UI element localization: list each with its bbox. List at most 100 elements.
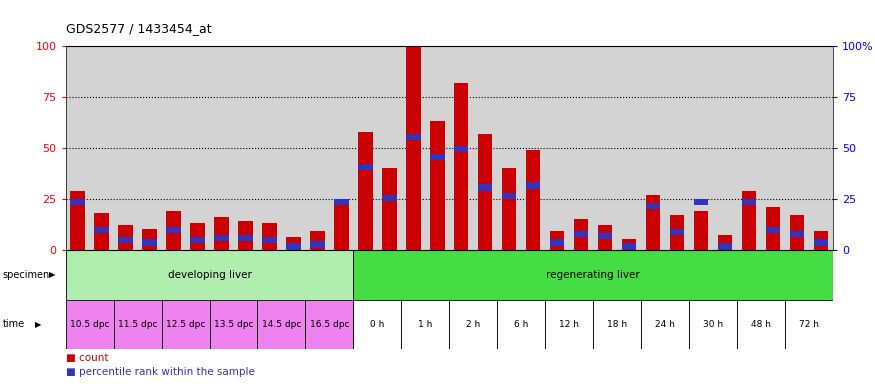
- Bar: [593, 300, 641, 349]
- Bar: [354, 250, 833, 300]
- Bar: [406, 134, 421, 140]
- Bar: [70, 199, 85, 205]
- Bar: [382, 168, 396, 250]
- Text: 1 h: 1 h: [418, 320, 432, 329]
- Bar: [766, 207, 780, 250]
- Bar: [718, 243, 732, 250]
- Bar: [497, 300, 545, 349]
- Bar: [262, 223, 276, 250]
- Bar: [70, 190, 85, 250]
- Bar: [382, 195, 396, 201]
- Bar: [670, 215, 684, 250]
- Bar: [66, 300, 114, 349]
- Bar: [118, 225, 133, 250]
- Bar: [238, 235, 253, 242]
- Bar: [478, 184, 493, 190]
- Bar: [286, 243, 301, 250]
- Bar: [238, 221, 253, 250]
- Text: specimen: specimen: [3, 270, 50, 280]
- Text: ■ count: ■ count: [66, 353, 108, 363]
- Bar: [450, 300, 497, 349]
- Bar: [311, 242, 325, 248]
- Bar: [162, 300, 209, 349]
- Bar: [574, 231, 588, 237]
- Bar: [598, 233, 612, 240]
- Bar: [214, 235, 228, 242]
- Bar: [646, 195, 661, 250]
- Text: ■ percentile rank within the sample: ■ percentile rank within the sample: [66, 367, 255, 377]
- Bar: [358, 132, 373, 250]
- Bar: [406, 46, 421, 250]
- Text: 18 h: 18 h: [607, 320, 627, 329]
- Bar: [766, 227, 780, 233]
- Bar: [790, 215, 804, 250]
- Bar: [598, 225, 612, 250]
- Bar: [262, 237, 276, 243]
- Text: 30 h: 30 h: [703, 320, 723, 329]
- Bar: [191, 237, 205, 243]
- Bar: [718, 235, 732, 250]
- Bar: [545, 300, 593, 349]
- Text: GDS2577 / 1433454_at: GDS2577 / 1433454_at: [66, 22, 211, 35]
- Bar: [622, 243, 636, 250]
- Bar: [526, 150, 541, 250]
- Bar: [454, 83, 468, 250]
- Text: 24 h: 24 h: [655, 320, 676, 329]
- Bar: [286, 237, 301, 250]
- Bar: [143, 229, 157, 250]
- Text: time: time: [3, 319, 24, 329]
- Bar: [550, 231, 564, 250]
- Bar: [94, 227, 108, 233]
- Bar: [574, 219, 588, 250]
- Bar: [166, 227, 181, 233]
- Bar: [814, 240, 829, 245]
- Text: 14.5 dpc: 14.5 dpc: [262, 320, 301, 329]
- Text: 0 h: 0 h: [370, 320, 384, 329]
- Text: 12 h: 12 h: [559, 320, 579, 329]
- Bar: [94, 213, 108, 250]
- Bar: [66, 250, 354, 300]
- Bar: [478, 134, 493, 250]
- Bar: [114, 300, 162, 349]
- Bar: [209, 300, 257, 349]
- Text: 10.5 dpc: 10.5 dpc: [70, 320, 109, 329]
- Bar: [737, 300, 785, 349]
- Bar: [641, 300, 690, 349]
- Bar: [166, 211, 181, 250]
- Bar: [430, 154, 444, 160]
- Bar: [502, 193, 516, 199]
- Text: regenerating liver: regenerating liver: [546, 270, 640, 280]
- Text: 13.5 dpc: 13.5 dpc: [214, 320, 253, 329]
- Text: developing liver: developing liver: [168, 270, 251, 280]
- Bar: [305, 300, 354, 349]
- Text: ▶: ▶: [49, 270, 55, 279]
- Text: 11.5 dpc: 11.5 dpc: [118, 320, 158, 329]
- Bar: [191, 223, 205, 250]
- Bar: [257, 300, 305, 349]
- Bar: [354, 300, 402, 349]
- Bar: [143, 240, 157, 245]
- Bar: [785, 300, 833, 349]
- Bar: [814, 231, 829, 250]
- Bar: [334, 199, 348, 205]
- Bar: [694, 211, 708, 250]
- Text: 72 h: 72 h: [799, 320, 819, 329]
- Bar: [742, 199, 756, 205]
- Bar: [694, 199, 708, 205]
- Bar: [526, 182, 541, 189]
- Text: 16.5 dpc: 16.5 dpc: [310, 320, 349, 329]
- Bar: [334, 201, 348, 250]
- Bar: [358, 164, 373, 170]
- Bar: [790, 231, 804, 237]
- Text: 48 h: 48 h: [751, 320, 771, 329]
- Bar: [214, 217, 228, 250]
- Text: 12.5 dpc: 12.5 dpc: [166, 320, 206, 329]
- Bar: [311, 231, 325, 250]
- Bar: [622, 240, 636, 250]
- Bar: [550, 240, 564, 245]
- Bar: [454, 146, 468, 152]
- Bar: [430, 121, 444, 250]
- Bar: [670, 229, 684, 235]
- Bar: [502, 168, 516, 250]
- Text: 2 h: 2 h: [466, 320, 480, 329]
